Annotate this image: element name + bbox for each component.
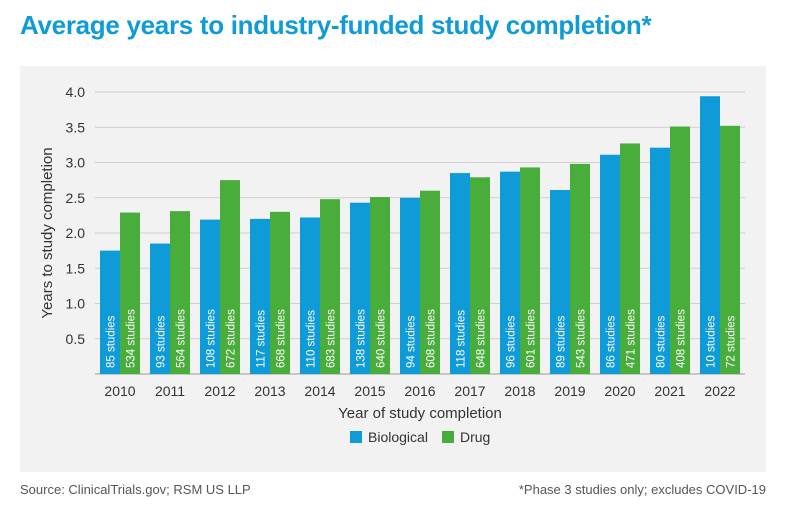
y-tick-label: 1.0: [66, 296, 86, 312]
legend-label-biological: Biological: [368, 429, 428, 445]
bar-biological-2015: [350, 202, 370, 374]
bar-data-label: 117 studies: [256, 310, 268, 368]
x-tick-label: 2022: [704, 383, 735, 399]
bar-data-label: 668 studies: [276, 309, 288, 368]
bar-data-label: 10 studies: [706, 315, 718, 368]
bar-data-label: 96 studies: [506, 315, 518, 368]
bar-biological-2016: [400, 197, 420, 374]
chart-panel: [20, 66, 766, 472]
bar-data-label: 683 studies: [326, 309, 338, 368]
legend-swatch-biological: [350, 431, 362, 443]
bar-biological-2021: [650, 147, 670, 374]
bar-data-label: 80 studies: [656, 315, 668, 368]
bar-data-label: 471 studies: [626, 309, 638, 368]
bar-data-label: 672 studies: [226, 309, 238, 368]
x-tick-label: 2011: [155, 383, 185, 399]
x-tick-label: 2015: [354, 383, 385, 399]
y-tick-label: 3.5: [66, 119, 86, 135]
bar-drug-2013: [270, 211, 290, 374]
bar-drug-2010: [120, 212, 140, 374]
x-tick-label: 2018: [504, 383, 535, 399]
legend-swatch-drug: [442, 431, 454, 443]
bar-data-label: 108 studies: [206, 309, 218, 368]
bar-data-label: 648 studies: [476, 309, 488, 368]
bar-data-label: 534 studies: [126, 309, 138, 368]
chart-title: Average years to industry-funded study c…: [20, 10, 652, 40]
bar-data-label: 93 studies: [156, 315, 168, 368]
bar-drug-2014: [320, 199, 340, 374]
footnote: *Phase 3 studies only; excludes COVID-19: [518, 482, 766, 497]
bar-biological-2018: [500, 171, 520, 374]
bar-data-label: 72 studies: [726, 315, 738, 368]
bar-drug-2012: [220, 180, 240, 374]
y-tick-label: 4.0: [66, 84, 86, 100]
bar-biological-2012: [200, 219, 220, 374]
bar-data-label: 85 studies: [106, 315, 118, 368]
bar-drug-2015: [370, 197, 390, 374]
bar-biological-2014: [300, 217, 320, 374]
x-axis-title: Year of study completion: [338, 405, 502, 422]
y-axis-title: Years to study completion: [39, 147, 56, 318]
bar-biological-2020: [600, 154, 620, 374]
bar-drug-2021: [670, 126, 690, 374]
bar-data-label: 408 studies: [676, 309, 688, 368]
bar-data-label: 110 studies: [306, 310, 318, 368]
y-tick-label: 0.5: [66, 331, 86, 347]
bar-drug-2018: [520, 167, 540, 374]
bar-data-label: 138 studies: [356, 309, 368, 368]
x-tick-label: 2016: [404, 383, 435, 399]
bar-biological-2017: [450, 173, 470, 374]
bar-biological-2010: [100, 250, 120, 374]
y-tick-label: 3.0: [66, 155, 86, 171]
bar-drug-2016: [420, 190, 440, 374]
x-tick-label: 2012: [204, 383, 235, 399]
x-tick-label: 2020: [604, 383, 635, 399]
bar-data-label: 86 studies: [606, 315, 618, 368]
x-tick-label: 2014: [304, 383, 335, 399]
bar-biological-2019: [550, 189, 570, 374]
x-tick-label: 2013: [254, 383, 285, 399]
bar-drug-2011: [170, 211, 190, 374]
bar-data-label: 640 studies: [376, 309, 388, 368]
bar-biological-2022: [700, 96, 720, 374]
y-tick-label: 2.5: [66, 190, 86, 206]
bar-drug-2019: [570, 163, 590, 374]
x-tick-label: 2017: [454, 383, 485, 399]
bar-biological-2011: [150, 243, 170, 374]
bar-data-label: 608 studies: [426, 309, 438, 368]
bar-data-label: 543 studies: [576, 309, 588, 368]
bar-data-label: 564 studies: [176, 309, 188, 368]
bar-drug-2017: [470, 177, 490, 374]
bar-data-label: 118 studies: [456, 310, 468, 368]
x-tick-label: 2021: [654, 383, 685, 399]
x-tick-label: 2010: [104, 383, 135, 399]
legend-label-drug: Drug: [460, 429, 490, 445]
bar-biological-2013: [250, 218, 270, 374]
source-note: Source: ClinicalTrials.gov; RSM US LLP: [20, 482, 251, 497]
y-tick-label: 1.5: [66, 260, 86, 276]
y-tick-label: 2.0: [66, 225, 86, 241]
bar-drug-2020: [620, 143, 640, 374]
bar-drug-2022: [720, 125, 740, 374]
x-tick-label: 2019: [554, 383, 585, 399]
bar-data-label: 94 studies: [406, 315, 418, 368]
bar-data-label: 89 studies: [556, 315, 568, 368]
bar-data-label: 601 studies: [526, 309, 538, 368]
